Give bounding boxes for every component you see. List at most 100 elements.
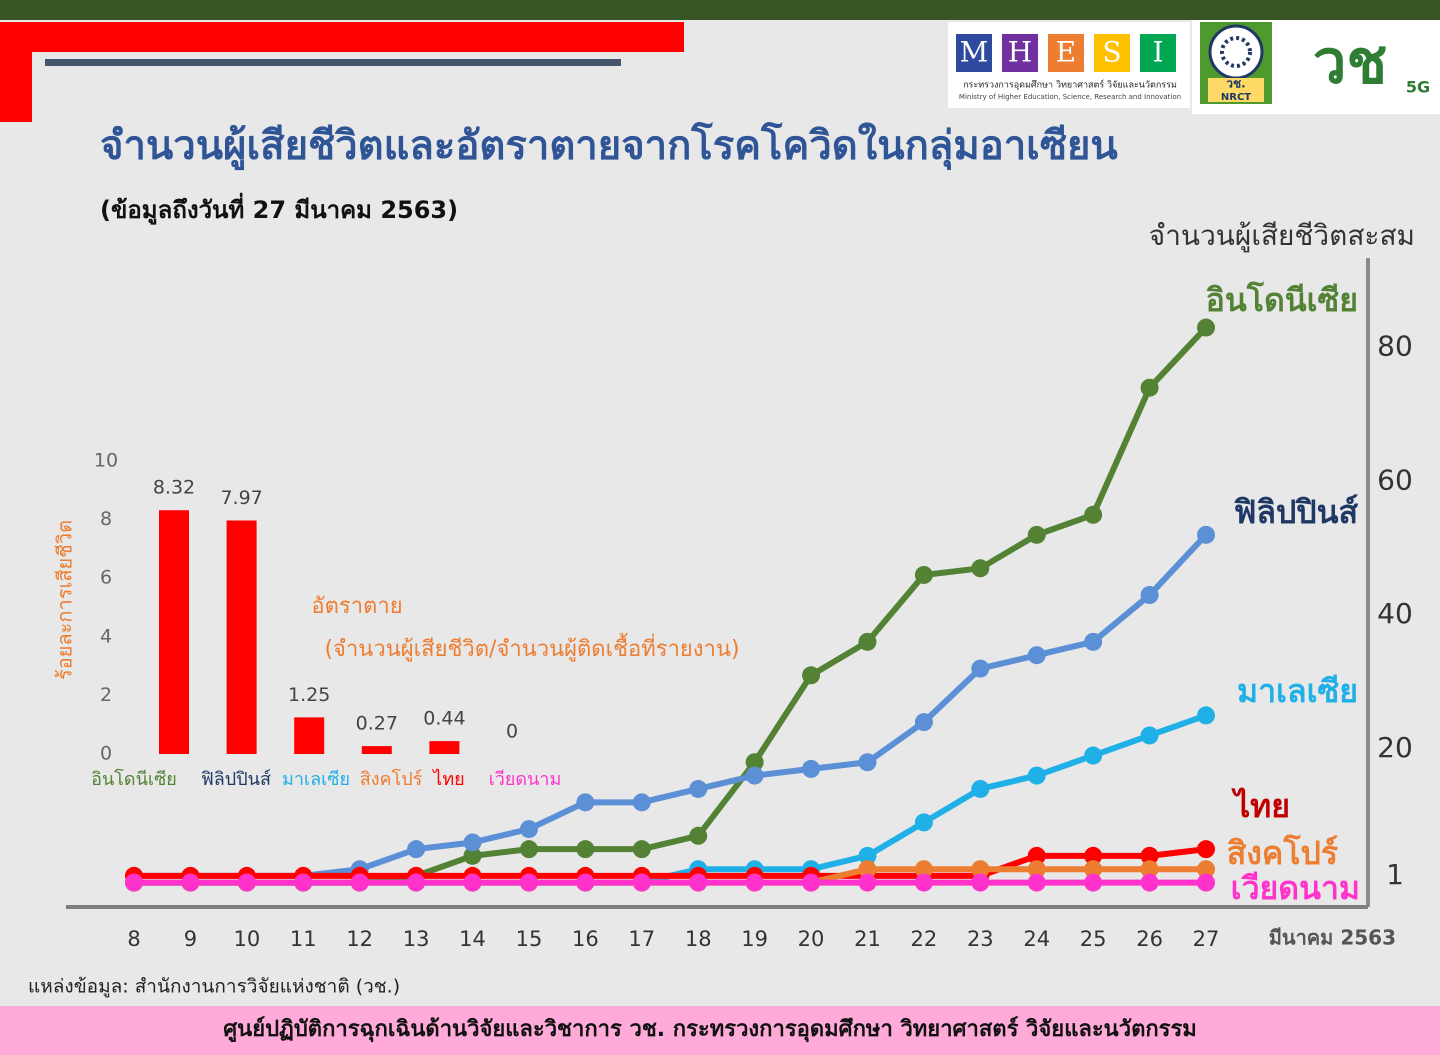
marker [1140, 846, 1159, 865]
x-tick-label: 12 [346, 927, 373, 951]
logo-tile [1140, 34, 1176, 72]
marker [1027, 846, 1046, 865]
marker [237, 873, 256, 892]
y-tick-label: 2 [100, 684, 112, 706]
series-label: ไทย [1231, 787, 1290, 825]
marker [1027, 646, 1046, 665]
bar [429, 741, 460, 754]
y-tick-label: 4 [100, 625, 112, 647]
series-label: มาเลเซีย [1237, 672, 1358, 710]
marker [1027, 766, 1046, 785]
x-tick-label: 11 [290, 927, 317, 951]
x-tick-label: 14 [459, 927, 486, 951]
marker [858, 753, 877, 772]
marker [125, 873, 143, 892]
x-tick-label: 15 [516, 927, 543, 951]
x-tick-label: 8 [127, 927, 140, 951]
logo-letter: H [1008, 36, 1032, 69]
value-label: 0.44 [423, 708, 465, 730]
y-axis-title: จำนวนผู้เสียชีวิตสะสม [1149, 219, 1415, 253]
marker [1084, 873, 1103, 892]
marker [519, 820, 538, 839]
x-tick-label: 23 [967, 927, 994, 951]
marker [689, 873, 708, 892]
logo-tile [1002, 34, 1038, 72]
x-tick-label: 20 [798, 927, 825, 951]
marker [1027, 525, 1046, 544]
top-bar [0, 0, 1440, 20]
marker [971, 873, 990, 892]
marker [407, 840, 426, 859]
marker [971, 779, 990, 798]
mhesi-logo: M H E S I [956, 34, 1176, 72]
marker [181, 873, 200, 892]
x-tick-label: 26 [1136, 927, 1163, 951]
marker [463, 833, 482, 852]
footer: ศูนย์ปฏิบัติการฉุกเฉินด้านวิจัยและวิชากา… [223, 1016, 1197, 1043]
marker [1197, 318, 1215, 337]
logo-tile [1048, 34, 1084, 72]
marker [858, 860, 877, 879]
marker [858, 873, 877, 892]
marker [350, 873, 369, 892]
y-tick-label: 20 [1377, 731, 1413, 764]
marker [1084, 746, 1103, 765]
marker [745, 753, 764, 772]
marker [914, 565, 933, 584]
y-tick-label: 60 [1377, 463, 1413, 496]
nrct-en: NRCT [1221, 92, 1251, 103]
y-tick-label: 0 [100, 743, 112, 765]
marker [689, 826, 708, 845]
marker [914, 813, 933, 832]
category-label: เวียดนาม [489, 769, 562, 790]
series-label: สิงคโปร์ [1227, 834, 1338, 872]
x-tick-label: 21 [854, 927, 881, 951]
marker [576, 840, 595, 859]
marker [1140, 586, 1159, 605]
nrct-emblem [1208, 24, 1264, 80]
marker [971, 659, 990, 678]
marker [858, 632, 877, 651]
x-tick-label: 19 [741, 927, 768, 951]
category-label: มาเลเซีย [282, 769, 350, 790]
y-tick-label: 6 [100, 567, 112, 589]
marker [294, 873, 313, 892]
x-tick-label: 18 [685, 927, 712, 951]
title: จำนวนผู้เสียชีวิตและอัตราตายจากโรคโควิดใ… [100, 122, 1118, 171]
annotation: อัตราตาย [311, 594, 402, 619]
bar-y-label: ร้อยละการเสียชีวิต [53, 520, 77, 680]
value-label: 0.27 [356, 713, 398, 735]
value-label: 7.97 [220, 487, 262, 509]
logo-tile [956, 34, 992, 72]
marker [519, 873, 538, 892]
marker [407, 873, 426, 892]
marker [632, 873, 651, 892]
marker [1197, 860, 1215, 879]
marker [1140, 860, 1159, 879]
y-tick-label: 10 [94, 450, 118, 472]
series-line [134, 846, 1207, 879]
x-tick-label: 24 [1023, 927, 1050, 951]
x-tick-label: 22 [911, 927, 938, 951]
marker [858, 846, 877, 865]
category-label: อินโดนีเซีย [91, 768, 177, 790]
marker [576, 793, 595, 812]
marker [914, 873, 933, 892]
x-tick-label: 27 [1193, 927, 1220, 951]
marker [519, 840, 538, 859]
footer-band [0, 1006, 1440, 1055]
marker [1140, 378, 1159, 397]
marker [1084, 632, 1103, 651]
bar [226, 520, 257, 754]
marker [745, 873, 764, 892]
category-label: ไทย [431, 768, 464, 790]
series-label: อินโดนีเซีย [1206, 281, 1358, 319]
source: แหล่งข้อมูล: สำนักงานการวิจัยแห่งชาติ (ว… [28, 976, 400, 998]
marker [1084, 846, 1103, 865]
x-axis-title: มีนาคม 2563 [1269, 926, 1396, 950]
category-label: สิงคโปร์ [360, 768, 423, 790]
marker [802, 759, 821, 778]
marker [1197, 840, 1215, 859]
brand-sub: 5G [1406, 78, 1430, 97]
